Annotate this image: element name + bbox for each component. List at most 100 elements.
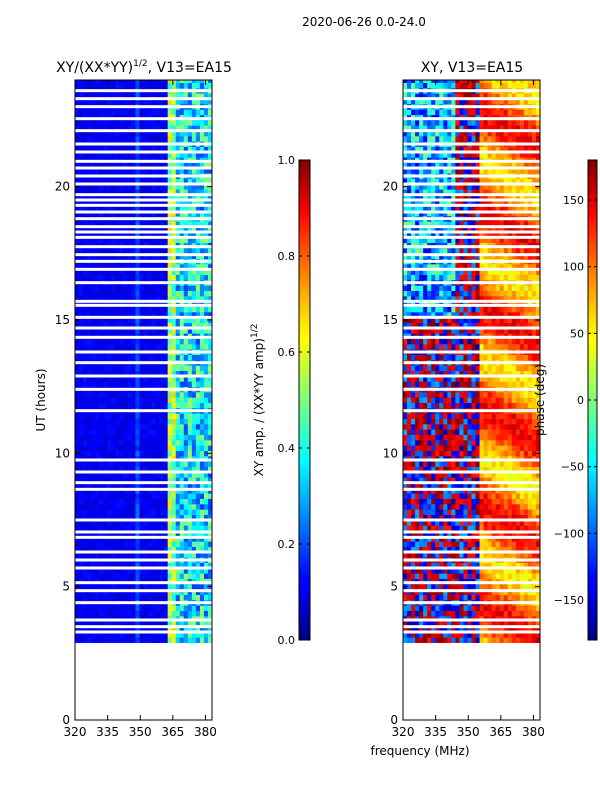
heatmap-cell — [91, 354, 96, 361]
heatmap-cell — [75, 312, 80, 318]
heatmap-cell — [103, 632, 108, 638]
heatmap-cell — [167, 109, 173, 115]
heatmap-cell — [139, 317, 144, 323]
heatmap-cell — [111, 162, 116, 169]
heatmap-cell — [495, 498, 501, 505]
heatmap-cell — [123, 365, 128, 371]
heatmap-cell — [115, 328, 120, 334]
heatmap-cell — [163, 424, 169, 430]
x-tick-label: 320 — [64, 725, 87, 739]
heatmap-cell — [163, 290, 169, 297]
heatmap-cell — [143, 461, 148, 467]
heatmap-cell — [115, 205, 120, 211]
heatmap-cell — [443, 621, 448, 627]
heatmap-cell — [111, 82, 116, 89]
heatmap-cell — [135, 162, 140, 169]
heatmap-cell — [111, 226, 116, 233]
heatmap-cell — [91, 130, 96, 137]
heatmap-cell — [531, 573, 537, 579]
heatmap-cell — [99, 546, 104, 553]
heatmap-cell — [159, 632, 165, 638]
heatmap-cell — [163, 232, 169, 238]
heatmap-cell — [115, 509, 120, 515]
heatmap-cell — [83, 120, 88, 126]
heatmap-cell — [183, 594, 189, 601]
heatmap-cell — [131, 413, 136, 419]
heatmap-cell — [459, 514, 464, 521]
heatmap-cell — [127, 520, 132, 526]
heatmap-cell — [127, 168, 132, 174]
heatmap-cell — [131, 322, 136, 329]
heatmap-cell — [135, 189, 140, 195]
heatmap-cell — [139, 194, 144, 201]
heatmap-cell — [439, 546, 444, 553]
heatmap-cell — [91, 472, 96, 478]
heatmap-cell — [195, 317, 201, 323]
heatmap-cell — [167, 354, 173, 361]
heatmap-cell — [191, 584, 197, 590]
heatmap-cell — [439, 637, 444, 643]
heatmap-cell — [127, 573, 132, 579]
heatmap-cell — [83, 328, 88, 334]
heatmap-cell — [83, 80, 88, 83]
heatmap-cell — [111, 370, 116, 377]
heatmap-cell — [475, 482, 480, 489]
heatmap-cell — [187, 322, 193, 329]
heatmap-cell — [127, 402, 132, 409]
heatmap-cell — [495, 482, 501, 489]
heatmap-cell — [155, 205, 161, 211]
heatmap-cell — [511, 568, 517, 574]
heatmap-cell — [207, 477, 213, 483]
heatmap-cell — [151, 573, 156, 579]
heatmap-cell — [103, 493, 108, 499]
heatmap-cell — [87, 498, 92, 505]
heatmap-cell — [87, 541, 92, 547]
heatmap-cell — [139, 205, 144, 211]
heatmap-cell — [463, 514, 468, 521]
heatmap-cell — [115, 466, 120, 473]
heatmap-cell — [191, 82, 197, 89]
heatmap-cell — [195, 493, 201, 499]
heatmap-cell — [87, 285, 92, 291]
heatmap-cell — [87, 520, 92, 526]
flagged-row — [75, 159, 212, 163]
heatmap-cell — [159, 136, 165, 142]
heatmap-cell — [467, 568, 472, 574]
heatmap-cell — [79, 248, 84, 254]
heatmap-cell — [127, 221, 132, 227]
heatmap-cell — [179, 274, 185, 281]
heatmap-cell — [187, 461, 193, 467]
heatmap-cell — [163, 381, 169, 387]
heatmap-cell — [203, 269, 209, 275]
heatmap-cell — [95, 541, 100, 547]
heatmap-cell — [519, 466, 525, 473]
heatmap-cell — [183, 98, 189, 105]
heatmap-cell — [179, 370, 185, 377]
heatmap-cell — [143, 504, 148, 510]
heatmap-cell — [127, 381, 132, 387]
heatmap-cell — [155, 200, 161, 206]
heatmap-cell — [131, 338, 136, 345]
heatmap-cell — [535, 472, 541, 478]
heatmap-cell — [147, 120, 152, 126]
heatmap-cell — [483, 482, 489, 489]
heatmap-cell — [195, 306, 201, 313]
heatmap-cell — [479, 584, 484, 590]
heatmap-cell — [191, 269, 197, 275]
heatmap-cell — [151, 584, 156, 590]
heatmap-cell — [511, 621, 517, 627]
heatmap-cell — [527, 605, 533, 611]
heatmap-cell — [143, 365, 148, 371]
heatmap-cell — [99, 344, 104, 350]
heatmap-cell — [123, 493, 128, 499]
heatmap-cell — [411, 514, 416, 521]
heatmap-cell — [423, 632, 428, 638]
heatmap-cell — [523, 541, 529, 547]
heatmap-cell — [95, 440, 100, 446]
heatmap-cell — [483, 584, 489, 590]
heatmap-cell — [195, 418, 201, 425]
heatmap-cell — [95, 109, 100, 115]
heatmap-cell — [123, 498, 128, 505]
heatmap-cell — [479, 573, 484, 579]
heatmap-cell — [83, 493, 88, 499]
